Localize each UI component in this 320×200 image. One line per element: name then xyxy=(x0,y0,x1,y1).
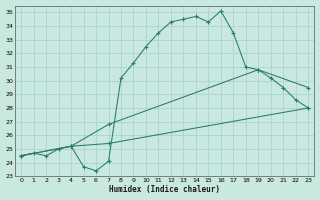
X-axis label: Humidex (Indice chaleur): Humidex (Indice chaleur) xyxy=(109,185,220,194)
